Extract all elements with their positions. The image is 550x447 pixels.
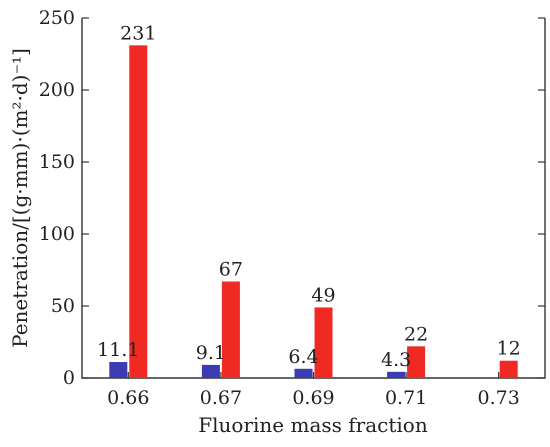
bars: [109, 45, 518, 379]
bar-series-2: [407, 346, 426, 378]
y-tick-label: 50: [51, 295, 75, 317]
x-tick-label: 0.67: [200, 387, 242, 409]
bar-value-labels: 11.1 231 9.1 67 6.4 49 4.3 22 12: [97, 22, 521, 370]
y-axis-ticks: 0 50 100 150 200 250: [39, 7, 545, 389]
y-axis-title: Penetration/[(g·mm)·(m²·d)⁻¹]: [8, 48, 32, 348]
x-tick-label: 0.71: [385, 387, 427, 409]
bar-value-label: 9.1: [196, 342, 226, 364]
bar-series-1: [201, 364, 220, 378]
bar-value-label: 49: [311, 284, 335, 306]
x-tick-label: 0.69: [292, 387, 334, 409]
bar-value-label: 4.3: [381, 349, 411, 371]
y-tick-label: 200: [39, 79, 75, 101]
y-tick-label: 150: [39, 151, 75, 173]
bar-series-2: [221, 281, 240, 378]
x-axis-ticks: 0.66 0.67 0.69 0.71 0.73: [107, 372, 520, 409]
bar-series-2: [499, 360, 518, 378]
plot-frame: [81, 18, 546, 379]
bar-series-1: [387, 371, 406, 378]
bar-value-label: 22: [404, 323, 428, 345]
x-tick-label: 0.73: [478, 387, 520, 409]
y-tick-label: 100: [39, 223, 75, 245]
bar-value-label: 231: [120, 22, 156, 44]
x-axis-title: Fluorine mass fraction: [198, 413, 428, 437]
y-tick-label: 250: [39, 7, 75, 29]
bar-series-1: [109, 362, 128, 378]
bar-series-2: [314, 307, 333, 378]
bar-value-label: 6.4: [288, 346, 318, 368]
chart-axes: [81, 18, 546, 379]
bar-value-label: 12: [497, 338, 521, 360]
bar-value-label: 67: [219, 259, 243, 281]
bar-value-label: 11.1: [97, 339, 139, 361]
x-tick-label: 0.66: [107, 387, 149, 409]
bar-series-2: [129, 45, 148, 379]
y-tick-label: 0: [63, 367, 75, 389]
bar-series-1: [294, 368, 313, 378]
